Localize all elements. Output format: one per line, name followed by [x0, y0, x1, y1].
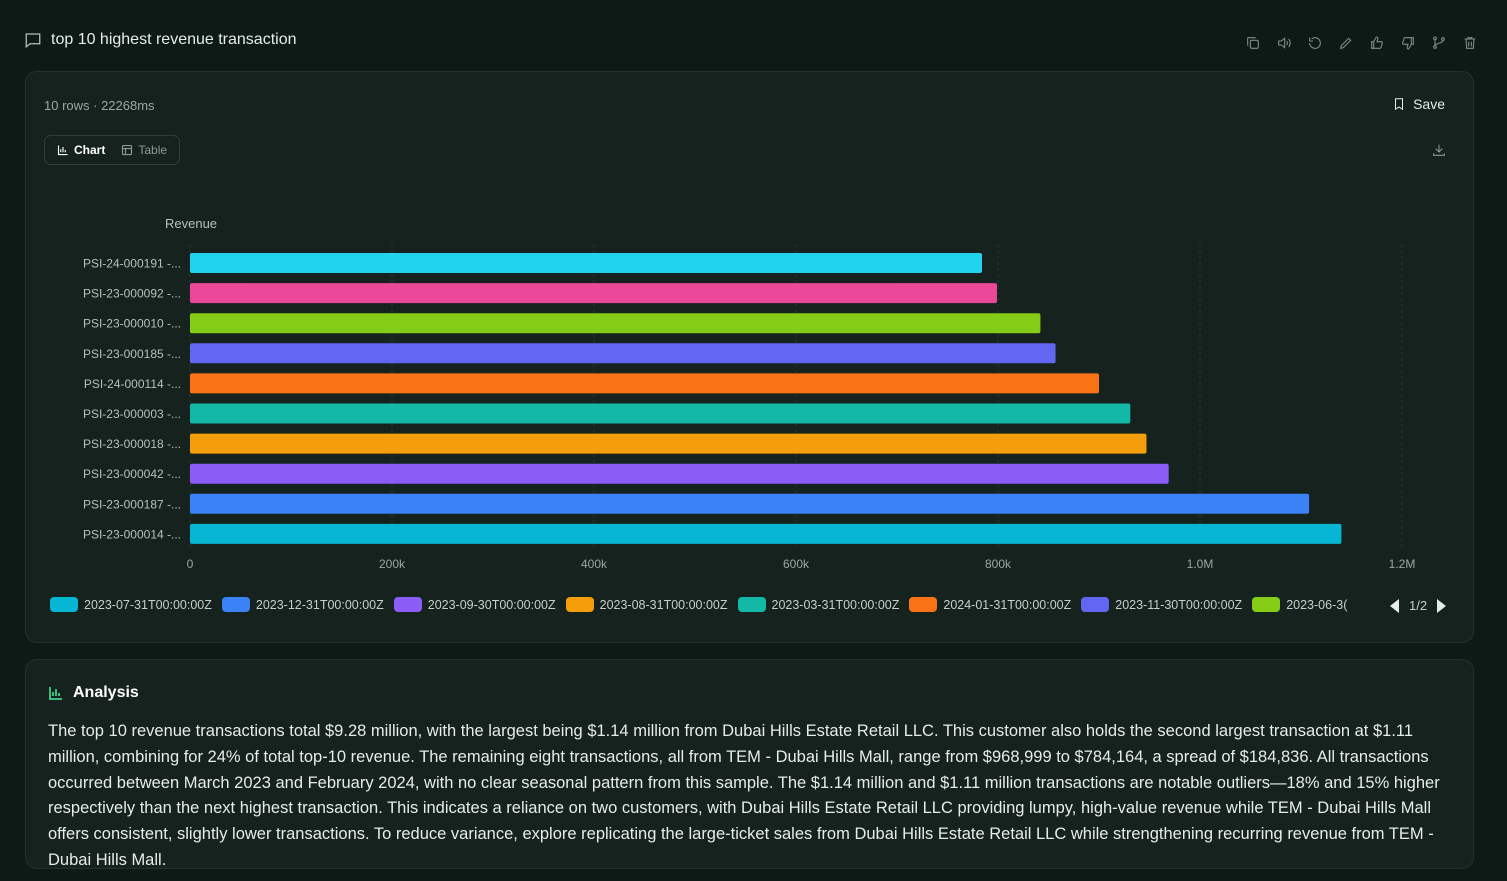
tab-chart-label: Chart — [74, 143, 106, 157]
y-tick-label: PSI-24-000114 -... — [84, 377, 181, 391]
legend-item[interactable]: 2023-08-31T00:00:00Z — [565, 597, 728, 612]
chart-legend: 2023-07-31T00:00:00Z 2023-12-31T00:00:00Z… — [50, 597, 1385, 612]
legend-pager: 1/2 — [1390, 598, 1447, 613]
speaker-icon[interactable] — [1275, 34, 1293, 52]
legend-swatch — [565, 597, 594, 612]
tab-table[interactable]: Table — [117, 139, 171, 161]
legend-item[interactable]: 2023-09-30T00:00:00Z — [393, 597, 556, 612]
legend-next-arrow[interactable] — [1437, 598, 1447, 613]
tab-table-label: Table — [138, 143, 168, 157]
bar[interactable] — [190, 523, 1342, 544]
x-tick-label: 600k — [783, 557, 810, 571]
view-toggle: Chart Table — [44, 135, 181, 165]
chat-bubble-icon — [25, 33, 41, 49]
bar[interactable] — [190, 403, 1131, 424]
x-tick-label: 1.2M — [1389, 557, 1416, 571]
y-tick-label: PSI-23-000010 -... — [83, 317, 181, 331]
bar[interactable] — [190, 313, 1041, 334]
thumbs-up-icon[interactable] — [1368, 34, 1386, 52]
legend-item[interactable]: 2023-11-30T00:00:00Z — [1081, 597, 1242, 612]
x-tick-label: 200k — [379, 557, 406, 571]
message-actions — [1244, 34, 1479, 52]
legend-swatch — [50, 597, 78, 612]
y-tick-label: PSI-23-000003 -... — [83, 407, 181, 421]
y-tick-label: PSI-23-000042 -... — [83, 467, 181, 481]
legend-item[interactable]: 2023-03-31T00:00:00Z — [737, 597, 900, 612]
legend-item[interactable]: 2023-12-31T00:00:00Z — [221, 597, 384, 612]
legend-label: 2023-03-31T00:00:00Z — [771, 597, 900, 612]
analysis-header: Analysis — [48, 684, 139, 702]
legend-item[interactable]: 2024-01-31T00:00:00Z — [909, 597, 1071, 612]
save-label: Save — [1413, 96, 1445, 112]
legend-label: 2024-01-31T00:00:00Z — [943, 597, 1072, 612]
query-title: top 10 highest revenue transaction — [51, 31, 297, 48]
bar-chart-icon — [57, 145, 68, 156]
legend-swatch — [221, 597, 250, 612]
bar[interactable] — [190, 463, 1169, 484]
legend-swatch — [1252, 597, 1281, 612]
table-icon — [122, 144, 133, 156]
y-tick-label: PSI-23-000187 -... — [83, 497, 181, 511]
y-tick-label: PSI-23-000014 -... — [83, 527, 181, 541]
legend-prev-arrow[interactable] — [1390, 598, 1399, 613]
bookmark-icon — [1395, 98, 1404, 111]
legend-label: 2023-11-30T00:00:00Z — [1115, 597, 1243, 612]
save-button[interactable]: Save — [1392, 96, 1445, 112]
result-card: 10 rows · 22268ms Save Chart Table Reven… — [25, 71, 1474, 643]
legend-label: 2023-08-31T00:00:00Z — [599, 597, 728, 612]
copy-icon[interactable] — [1244, 34, 1262, 52]
bar[interactable] — [190, 433, 1147, 454]
result-meta: 10 rows · 22268ms — [44, 98, 155, 113]
x-tick-label: 1.0M — [1187, 557, 1214, 571]
legend-page-indicator: 1/2 — [1409, 598, 1428, 613]
bar[interactable] — [190, 373, 1099, 394]
branch-icon[interactable] — [1430, 34, 1448, 52]
legend-swatch — [909, 597, 938, 612]
trash-icon[interactable] — [1461, 34, 1479, 52]
regenerate-icon[interactable] — [1306, 34, 1324, 52]
bar[interactable] — [190, 253, 983, 273]
y-tick-label: PSI-24-000191 -... — [83, 257, 181, 271]
tab-chart[interactable]: Chart — [53, 139, 109, 161]
analysis-title: Analysis — [73, 684, 139, 701]
legend-swatch — [737, 597, 766, 612]
legend-label: 2023-06-3( — [1286, 597, 1348, 612]
legend-label: 2023-09-30T00:00:00Z — [427, 597, 556, 612]
bar[interactable] — [190, 283, 997, 304]
message-header: top 10 highest revenue transaction — [24, 28, 1477, 52]
x-tick-label: 0 — [187, 557, 194, 571]
y-tick-label: PSI-23-000018 -... — [83, 437, 181, 451]
legend-item[interactable]: 2023-07-31T00:00:00Z — [50, 597, 212, 612]
revenue-bar-chart: 0 200k 400k 600k 800k 1.0M 1.2M PSI-24-000191 -… — [83, 244, 1416, 571]
download-icon[interactable] — [1431, 142, 1449, 160]
legend-swatch — [1081, 597, 1110, 612]
bar[interactable] — [190, 343, 1056, 364]
y-axis-title: Revenue — [165, 216, 218, 231]
analysis-text: The top 10 revenue transactions total $9… — [48, 722, 1440, 869]
legend-item[interactable]: 2023-06-3( — [1252, 597, 1347, 612]
analysis-card: Analysis The top 10 revenue transactions… — [25, 659, 1474, 869]
bar[interactable] — [190, 493, 1310, 514]
legend-label: 2023-07-31T00:00:00Z — [84, 597, 212, 612]
thumbs-down-icon[interactable] — [1399, 34, 1417, 52]
legend-swatch — [393, 597, 422, 612]
legend-label: 2023-12-31T00:00:00Z — [255, 597, 384, 612]
x-tick-label: 800k — [985, 557, 1012, 571]
bar-chart-icon — [49, 687, 62, 700]
y-tick-label: PSI-23-000185 -... — [83, 347, 181, 361]
edit-icon[interactable] — [1337, 34, 1355, 52]
y-tick-label: PSI-23-000092 -... — [83, 287, 181, 301]
x-tick-label: 400k — [581, 557, 608, 571]
